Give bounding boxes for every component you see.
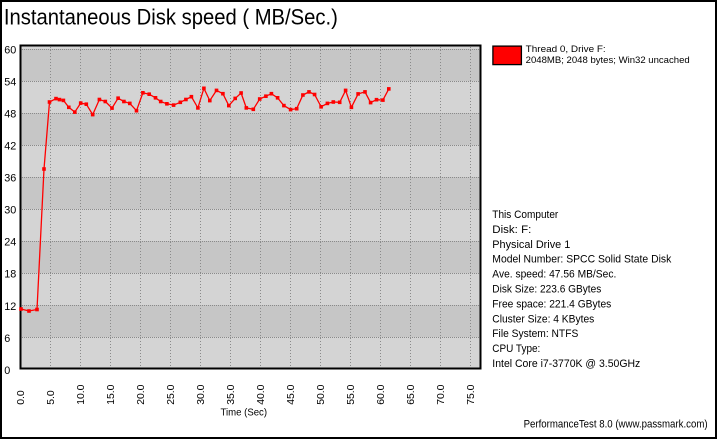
svg-text:40.0: 40.0 (256, 384, 267, 404)
svg-text:2048MB; 2048 bytes; Win32 unca: 2048MB; 2048 bytes; Win32 uncached (526, 55, 690, 65)
svg-text:12: 12 (4, 301, 16, 313)
svg-text:24: 24 (4, 237, 16, 249)
svg-text:50.0: 50.0 (316, 384, 327, 404)
svg-text:Disk: F:: Disk: F: (492, 224, 531, 236)
svg-text:54: 54 (4, 77, 16, 89)
svg-text:Disk Size: 223.6 GBytes: Disk Size: 223.6 GBytes (492, 284, 601, 296)
svg-text:45.0: 45.0 (286, 384, 297, 404)
svg-text:File System: NTFS: File System: NTFS (492, 328, 578, 340)
svg-text:PerformanceTest 8.0 (www.passm: PerformanceTest 8.0 (www.passmark.com) (524, 419, 708, 431)
svg-text:18: 18 (4, 269, 16, 281)
svg-text:0.0: 0.0 (16, 390, 27, 405)
svg-text:6: 6 (4, 333, 10, 345)
svg-text:15.0: 15.0 (106, 384, 117, 404)
svg-text:55.0: 55.0 (346, 384, 357, 404)
svg-text:42: 42 (4, 141, 16, 153)
svg-text:Instantaneous Disk speed ( MB/: Instantaneous Disk speed ( MB/Sec.) (4, 5, 338, 30)
svg-text:CPU Type:: CPU Type: (492, 343, 540, 355)
svg-text:Ave. speed: 47.56 MB/Sec.: Ave. speed: 47.56 MB/Sec. (492, 269, 616, 281)
svg-text:10.0: 10.0 (76, 384, 87, 404)
svg-text:75.0: 75.0 (466, 384, 477, 404)
svg-text:60: 60 (4, 45, 16, 57)
svg-text:Physical Drive 1: Physical Drive 1 (492, 239, 570, 251)
svg-text:48: 48 (4, 109, 16, 121)
svg-text:Time (Sec): Time (Sec) (221, 408, 268, 419)
svg-text:Cluster Size: 4 KBytes: Cluster Size: 4 KBytes (492, 313, 594, 325)
svg-text:25.0: 25.0 (166, 384, 177, 404)
svg-text:30.0: 30.0 (196, 384, 207, 404)
svg-text:65.0: 65.0 (406, 384, 417, 404)
svg-text:20.0: 20.0 (136, 384, 147, 404)
svg-text:70.0: 70.0 (436, 384, 447, 404)
svg-text:Intel Core i7-3770K @ 3.50GHz: Intel Core i7-3770K @ 3.50GHz (492, 358, 640, 370)
svg-text:Free space: 221.4 GBytes: Free space: 221.4 GBytes (492, 298, 611, 310)
svg-text:60.0: 60.0 (376, 384, 387, 404)
svg-text:35.0: 35.0 (226, 384, 237, 404)
svg-text:0: 0 (4, 365, 10, 377)
svg-text:Model Number: SPCC Solid State: Model Number: SPCC Solid State Disk (492, 254, 672, 266)
svg-text:36: 36 (4, 173, 16, 185)
svg-text:Thread 0, Drive F:: Thread 0, Drive F: (526, 44, 606, 54)
svg-text:This Computer: This Computer (492, 209, 558, 221)
svg-text:5.0: 5.0 (46, 390, 57, 405)
svg-text:30: 30 (4, 205, 16, 217)
